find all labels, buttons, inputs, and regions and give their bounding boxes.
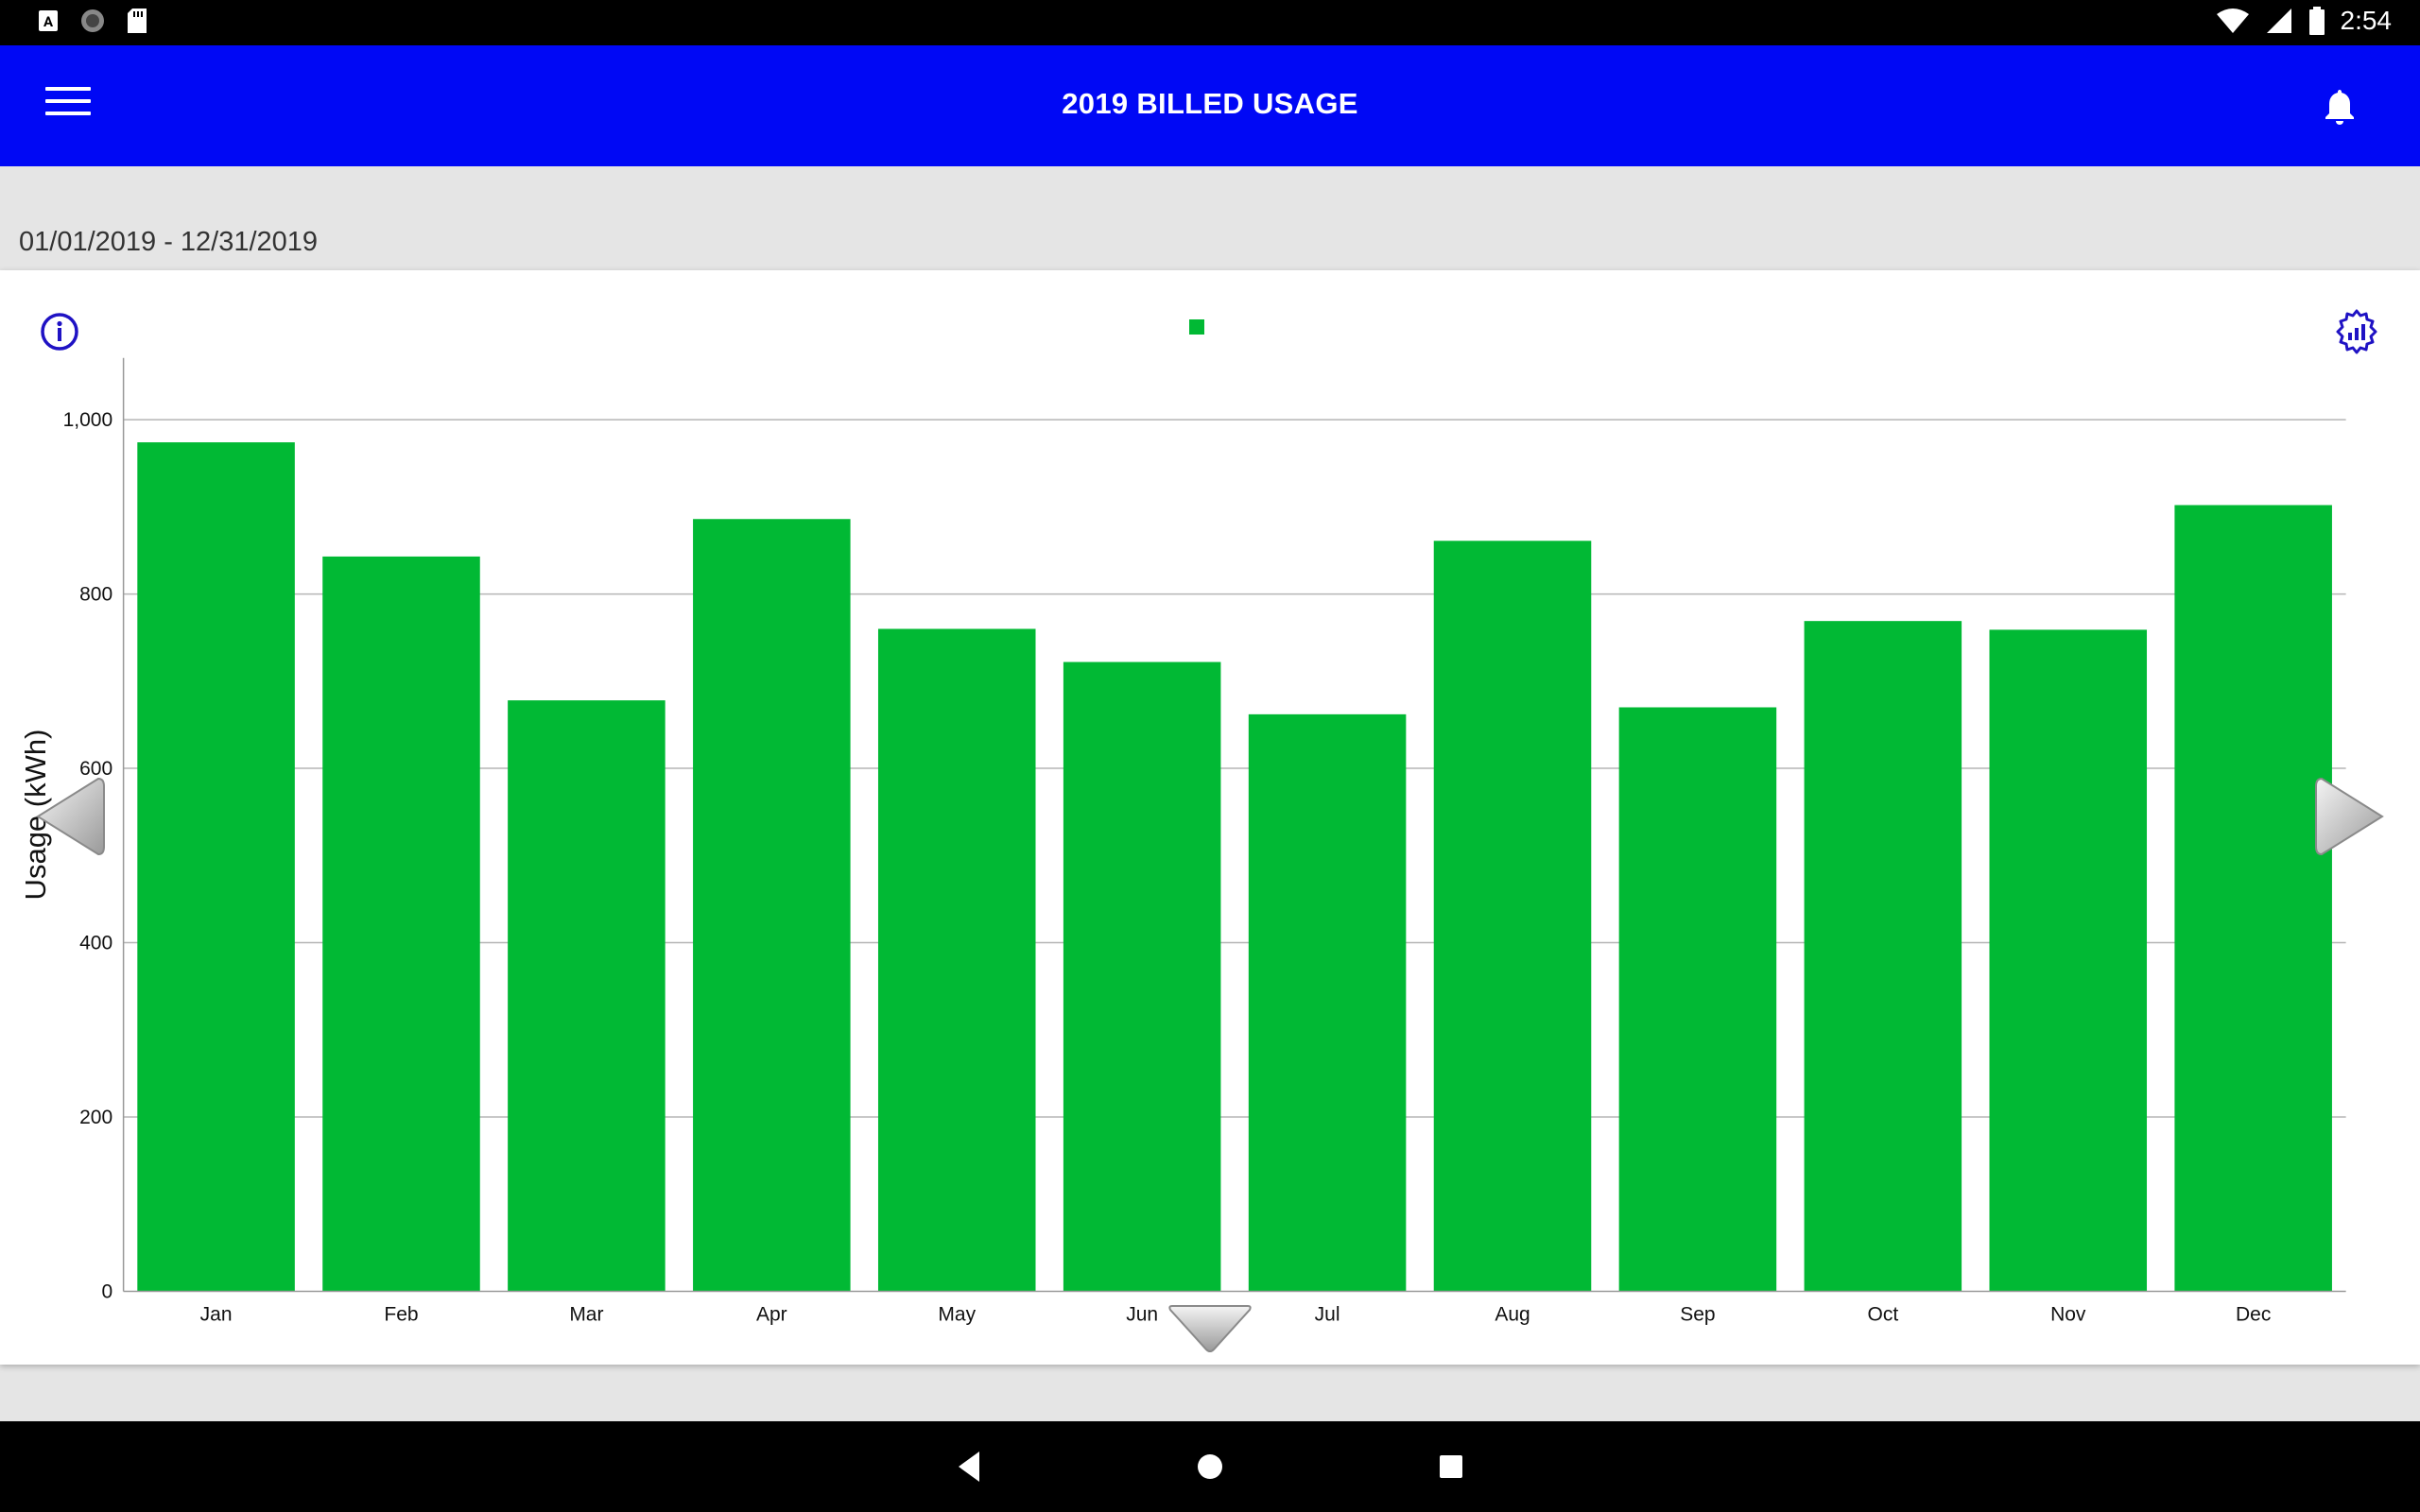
bar-jan (137, 442, 295, 1292)
x-tick-label: Apr (756, 1304, 787, 1326)
status-bar: A 2:54 (0, 0, 2420, 45)
bar-jul (1248, 713, 1407, 1292)
x-tick-label: Dec (2236, 1304, 2271, 1326)
bar-jun (1063, 662, 1221, 1292)
x-tick-label: Sep (1680, 1304, 1715, 1326)
sd-card-icon (128, 9, 147, 33)
bell-icon[interactable] (2318, 85, 2361, 129)
hamburger-menu-icon[interactable] (45, 87, 91, 125)
x-tick-label: Mar (569, 1304, 603, 1326)
x-tick-label: Feb (384, 1304, 418, 1326)
bar-mar (508, 700, 666, 1292)
circle-status-icon (81, 9, 104, 32)
bar-aug (1433, 541, 1592, 1292)
y-tick-label: 1,000 (63, 409, 113, 431)
x-tick-label: Aug (1495, 1304, 1530, 1326)
date-range: 01/01/2019 - 12/31/2019 (19, 227, 319, 257)
left-arrow-icon[interactable] (32, 775, 106, 858)
svg-text:A: A (43, 13, 54, 30)
bar-nov (1989, 629, 2148, 1292)
right-arrow-icon[interactable] (2314, 775, 2388, 858)
status-clock: 2:54 (2340, 6, 2393, 35)
chart-settings-icon[interactable] (2333, 308, 2380, 355)
chart-legend (1189, 319, 1204, 335)
back-icon[interactable] (955, 1448, 983, 1486)
y-tick-label: 600 (79, 758, 112, 780)
app-bar: 2019 BILLED USAGE (0, 45, 2420, 166)
x-tick-label: Nov (2050, 1304, 2086, 1326)
page-title: 2019 BILLED USAGE (1062, 87, 1358, 120)
info-icon[interactable] (40, 312, 79, 352)
bar-feb (322, 556, 480, 1292)
y-tick-label: 400 (79, 933, 112, 954)
y-tick-label: 800 (79, 584, 112, 606)
x-tick-label: May (938, 1304, 976, 1326)
down-arrow-icon[interactable] (1167, 1302, 1253, 1355)
battery-icon (2308, 7, 2325, 35)
bar-oct (1804, 621, 1962, 1292)
recents-icon[interactable] (1437, 1448, 1465, 1486)
x-tick-label: Jan (200, 1304, 233, 1326)
x-tick-label: Jul (1315, 1304, 1340, 1326)
bar-may (877, 628, 1036, 1292)
a-letter-icon: A (39, 10, 58, 31)
home-icon[interactable] (1195, 1448, 1225, 1486)
x-tick-label: Oct (1868, 1304, 1899, 1326)
bar-sep (1618, 707, 1777, 1292)
signal-icon (2266, 9, 2291, 33)
bar-dec (2174, 505, 2332, 1292)
wifi-icon (2216, 9, 2249, 33)
x-tick-label: Jun (1126, 1304, 1158, 1326)
y-tick-label: 200 (79, 1107, 112, 1128)
bar-apr (693, 519, 851, 1292)
y-tick-label: 0 (101, 1281, 112, 1303)
legend-swatch (1189, 319, 1204, 335)
usage-bar-chart: 0 200 400 600 800 1,000 Jan Feb Mar Apr May Jun Jul A… (19, 357, 2346, 1326)
system-nav-bar (0, 1421, 2420, 1512)
